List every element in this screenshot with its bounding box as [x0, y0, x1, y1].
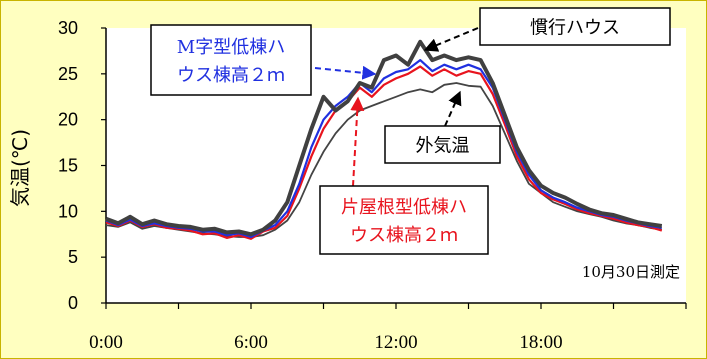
callout-label: ウス棟高２ｍ: [177, 65, 285, 86]
outside-temp-callout: 外気温: [384, 90, 501, 164]
x-tick-label: 0:00: [89, 332, 123, 353]
callout-label: M字型低棟ハ: [177, 37, 285, 58]
y-tick-label: 0: [68, 293, 78, 313]
callout-label: 慣行ハウス: [530, 18, 620, 39]
y-tick-label: 30: [58, 18, 78, 38]
conventional-house-callout: 慣行ハウス: [423, 7, 671, 52]
x-tick-label: 18:00: [519, 332, 562, 353]
y-axis-label: 気温(℃): [8, 129, 32, 207]
conventional-house-line: [105, 39, 663, 237]
callout-box: [384, 125, 501, 164]
x-tick-label: 6:00: [234, 332, 268, 353]
y-tick-label: 20: [58, 110, 78, 130]
y-tick-label: 5: [68, 247, 78, 267]
callout-box: [319, 185, 489, 255]
callout-arrow: [314, 65, 377, 80]
shed-roof-house-line: [105, 65, 663, 240]
callout-box: [150, 24, 312, 96]
x-tick-label: 12:00: [374, 332, 417, 353]
callout-label: 外気温: [416, 136, 470, 157]
callout-label: ウス棟高２ｍ: [350, 225, 458, 246]
callout-arrow: [350, 96, 365, 187]
measurement-date-note: 10月30日測定: [582, 263, 680, 281]
callout-box: [479, 7, 671, 46]
y-tick-label: 25: [58, 64, 78, 84]
y-tick-label: 10: [58, 201, 78, 221]
y-tick-label: 15: [58, 156, 78, 176]
callout-arrow: [444, 90, 462, 127]
callout-label: 片屋根型低棟ハ: [341, 197, 467, 218]
